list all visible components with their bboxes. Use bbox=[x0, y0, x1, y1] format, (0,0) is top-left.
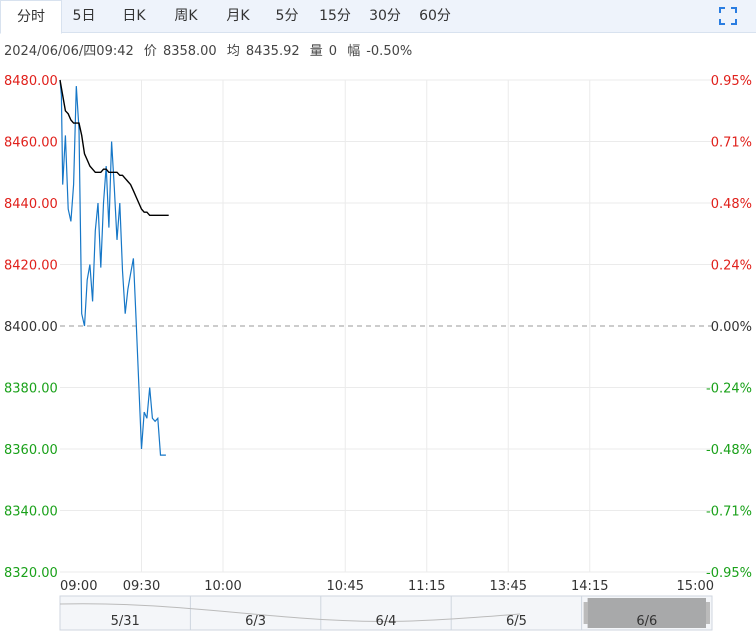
y-tick-left: 8380.00 bbox=[4, 382, 58, 397]
price-value: 8358.00 bbox=[162, 44, 217, 59]
x-tick-label: 10:00 bbox=[204, 579, 241, 594]
avg-value: 8435.92 bbox=[245, 44, 300, 59]
y-tick-left: 8480.00 bbox=[4, 74, 58, 89]
tab-7[interactable]: 30分 bbox=[369, 8, 401, 24]
x-tick-label: 11:15 bbox=[408, 579, 445, 594]
y-tick-right: 0.48% bbox=[711, 197, 752, 212]
y-tick-left: 8360.00 bbox=[4, 443, 58, 458]
y-tick-right: -0.95% bbox=[706, 566, 752, 581]
tab-2[interactable]: 日K bbox=[122, 8, 146, 24]
y-tick-left: 8340.00 bbox=[4, 505, 58, 520]
y-tick-right: -0.48% bbox=[706, 443, 752, 458]
y-tick-left: 8400.00 bbox=[4, 320, 58, 335]
y-tick-right: 0.71% bbox=[711, 136, 752, 151]
navigator-date: 6/4 bbox=[376, 614, 397, 629]
tab-4[interactable]: 月K bbox=[226, 8, 250, 24]
tab-8[interactable]: 60分 bbox=[419, 8, 451, 24]
navigator-handle-left bbox=[583, 602, 588, 624]
navigator-date: 6/3 bbox=[245, 614, 266, 629]
range-value: -0.50% bbox=[366, 44, 413, 59]
y-tick-left: 8320.00 bbox=[4, 566, 58, 581]
tab-5[interactable]: 5分 bbox=[275, 8, 299, 24]
x-tick-label: 09:30 bbox=[123, 579, 160, 594]
price-label: 价 bbox=[143, 44, 157, 59]
navigator-date: 6/6 bbox=[636, 614, 657, 629]
fullscreen-icon[interactable] bbox=[718, 6, 738, 26]
price-line bbox=[59, 79, 166, 456]
x-tick-label: 13:45 bbox=[490, 579, 527, 594]
y-tick-right: 0.24% bbox=[711, 259, 752, 274]
y-tick-left: 8460.00 bbox=[4, 136, 58, 151]
navigator-handle-right bbox=[706, 602, 710, 624]
tab-1[interactable]: 5日 bbox=[72, 8, 96, 24]
tab-3[interactable]: 周K bbox=[174, 8, 198, 24]
navigator-date: 5/31 bbox=[111, 614, 140, 629]
avg-line bbox=[59, 79, 169, 217]
avg-label: 均 bbox=[226, 44, 240, 59]
volume-label: 量 bbox=[309, 44, 323, 59]
navigator-selection bbox=[587, 598, 706, 628]
range-label: 幅 bbox=[347, 44, 361, 59]
y-tick-right: -0.71% bbox=[706, 505, 752, 520]
tab-0[interactable]: 分时 bbox=[0, 0, 62, 34]
y-tick-right: 0.95% bbox=[711, 74, 752, 89]
y-tick-left: 8440.00 bbox=[4, 197, 58, 212]
x-tick-label: 10:45 bbox=[327, 579, 364, 594]
y-tick-left: 8420.00 bbox=[4, 259, 58, 274]
period-tabs: 分时 5日 日K 周K 月K 5分 15分 30分 60分 bbox=[0, 0, 756, 34]
tab-6[interactable]: 15分 bbox=[319, 8, 351, 24]
volume-value: 0 bbox=[328, 44, 338, 59]
y-tick-right: 0.00% bbox=[711, 320, 752, 335]
navigator-sparkline bbox=[59, 603, 521, 622]
intraday-chart[interactable]: 8480.00 0.95% 8460.00 0.71% 8440.00 0.48% 8420… bbox=[0, 62, 756, 633]
x-tick-label: 09:00 bbox=[60, 579, 97, 594]
quote-datetime: 2024/06/06/四09:42 bbox=[4, 44, 134, 59]
navigator-date: 6/5 bbox=[506, 614, 527, 629]
x-tick-label: 15:00 bbox=[677, 579, 714, 594]
x-tick-label: 14:15 bbox=[571, 579, 608, 594]
y-tick-right: -0.24% bbox=[706, 382, 752, 397]
